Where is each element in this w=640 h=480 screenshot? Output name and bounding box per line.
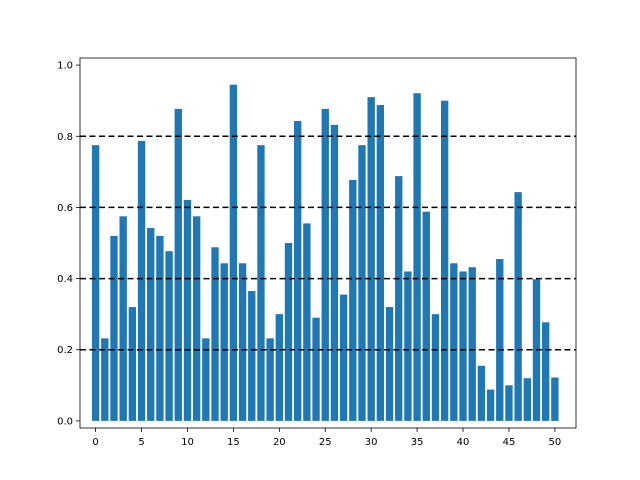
x-tick-label: 30 (365, 437, 378, 448)
bar-10 (183, 199, 192, 421)
bar-8 (165, 251, 173, 421)
bar-29 (358, 145, 366, 421)
bar-26 (330, 124, 339, 421)
bar-41 (468, 267, 476, 421)
bar-13 (211, 247, 219, 421)
y-tick-label: 0.4 (57, 274, 73, 285)
bar-24 (312, 317, 320, 421)
bar-15 (229, 84, 238, 421)
x-tick-label: 35 (411, 437, 424, 448)
bar-0 (91, 145, 100, 421)
bar-9 (174, 108, 182, 421)
bar-30 (367, 97, 375, 421)
y-tick-label: 0.6 (57, 203, 73, 214)
bar-7 (156, 235, 164, 421)
bar-49 (542, 322, 550, 421)
bar-50 (551, 377, 559, 421)
reference-lines-group (80, 135, 576, 351)
x-tick-label: 10 (181, 437, 194, 448)
bar-6 (147, 228, 155, 421)
y-tick-label: 0.2 (57, 345, 73, 356)
bar-43 (486, 389, 495, 421)
bar-44 (496, 259, 504, 421)
y-tick-label: 0.8 (57, 132, 73, 143)
axes-frame (79, 57, 577, 429)
x-tick-label: 5 (138, 437, 144, 448)
bar-25 (321, 108, 329, 421)
bar-21 (284, 243, 293, 421)
bar-31 (376, 104, 385, 421)
bar-46 (514, 192, 522, 421)
bar-34 (404, 271, 412, 421)
bar-33 (395, 176, 403, 421)
bar-45 (505, 385, 513, 421)
x-tick-label: 45 (503, 437, 516, 448)
x-tick-label: 0 (92, 437, 98, 448)
bar-2 (110, 235, 118, 421)
bar-27 (339, 294, 348, 421)
bar-28 (349, 180, 357, 421)
bar-39 (450, 263, 458, 421)
bar-14 (220, 263, 228, 421)
bar-1 (101, 338, 109, 421)
bar-38 (440, 100, 449, 421)
x-tick-label: 25 (319, 437, 332, 448)
bar-5 (137, 140, 146, 421)
y-axis-ticks: 0.0 0.2 0.4 0.6 0.8 1.0 (57, 61, 80, 427)
x-axis-ticks: 0 5 10 15 20 25 30 35 40 45 50 (92, 428, 561, 448)
bar-40 (459, 271, 467, 421)
bar-17 (248, 291, 256, 421)
bar-36 (422, 211, 430, 421)
x-tick-label: 50 (549, 437, 562, 448)
bar-4 (128, 307, 137, 421)
bar-35 (413, 93, 421, 421)
bar-16 (238, 263, 247, 421)
bar-3 (119, 216, 127, 421)
bar-37 (431, 314, 440, 421)
bars-group (91, 84, 559, 421)
bar-22 (294, 120, 302, 421)
y-tick-label: 1.0 (57, 61, 73, 72)
y-tick-label: 0.0 (57, 416, 73, 427)
bar-47 (523, 378, 531, 421)
bar-11 (192, 216, 201, 421)
bar-19 (266, 338, 274, 421)
bar-18 (257, 145, 265, 421)
x-tick-label: 15 (227, 437, 240, 448)
bar-20 (275, 314, 283, 421)
bar-12 (202, 338, 210, 421)
bar-23 (303, 223, 311, 421)
bar-32 (385, 307, 394, 421)
x-tick-label: 20 (273, 437, 286, 448)
x-tick-label: 40 (457, 437, 470, 448)
bar-42 (477, 365, 486, 421)
